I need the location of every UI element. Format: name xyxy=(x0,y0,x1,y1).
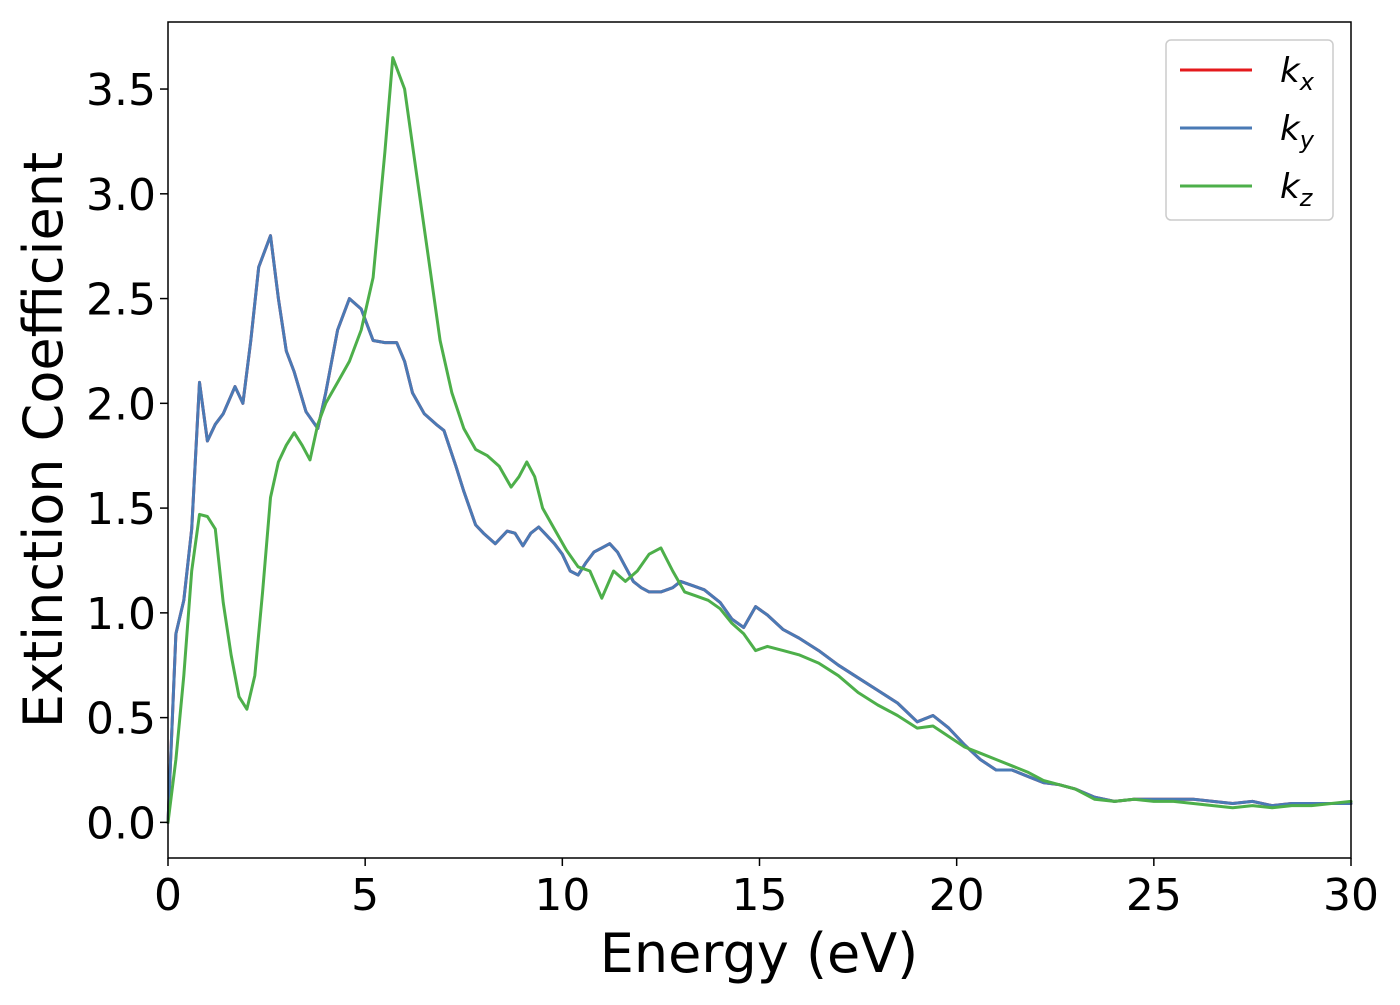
legend-box xyxy=(1165,39,1334,221)
x-tick-label: 15 xyxy=(732,870,788,921)
series-layer xyxy=(166,56,1353,824)
x-tick-label: 30 xyxy=(1323,870,1379,921)
y-tick-label: 2.5 xyxy=(86,275,156,326)
y-tick-label: 0.5 xyxy=(86,694,156,745)
y-tick-label: 3.0 xyxy=(86,170,156,221)
legend-label-z: kz xyxy=(1280,167,1314,212)
y-tick-label: 0.0 xyxy=(86,798,156,849)
legend: kx ky kz xyxy=(1165,39,1334,221)
x-tick-label: 5 xyxy=(351,870,379,921)
y-tick-label: 1.0 xyxy=(86,589,156,640)
y-tick-label: 1.5 xyxy=(86,484,156,535)
x-tick-label: 25 xyxy=(1126,870,1182,921)
series-line-y xyxy=(166,234,1353,824)
y-tick-label: 2.0 xyxy=(86,379,156,430)
y-tick-label: 3.5 xyxy=(86,65,156,116)
x-tick-label: 20 xyxy=(929,870,985,921)
x-tick-label: 10 xyxy=(534,870,590,921)
legend-entries: kx ky kz xyxy=(1180,51,1315,212)
series-line-x xyxy=(166,234,1353,824)
legend-label-y: ky xyxy=(1280,109,1315,154)
series-line-z xyxy=(166,56,1353,824)
y-axis-title: Extinction Coefficient xyxy=(12,152,75,728)
legend-label-x: kx xyxy=(1280,51,1315,96)
x-tick-label: 0 xyxy=(154,870,182,921)
x-axis-title: Energy (eV) xyxy=(600,922,919,985)
ticks-layer: 0 5 10 15 20 25 30 0.0 0.5 1.0 1.5 2.0 2.5 3.0 3.5 xyxy=(86,65,1379,921)
